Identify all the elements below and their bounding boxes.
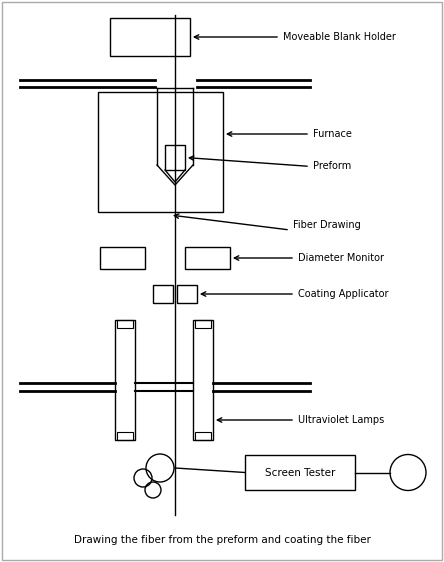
Bar xyxy=(98,92,223,212)
Bar xyxy=(110,18,190,56)
Text: Fiber Drawing: Fiber Drawing xyxy=(293,220,361,230)
Text: Preform: Preform xyxy=(313,161,351,171)
Bar xyxy=(185,247,230,269)
Bar xyxy=(195,320,211,328)
Bar xyxy=(193,320,213,440)
Text: Screen Tester: Screen Tester xyxy=(265,468,335,478)
Text: Coating Applicator: Coating Applicator xyxy=(298,289,388,299)
Bar xyxy=(245,455,355,490)
Text: Diameter Monitor: Diameter Monitor xyxy=(298,253,384,263)
Text: Furnace: Furnace xyxy=(313,129,352,139)
Text: Drawing the fiber from the preform and coating the fiber: Drawing the fiber from the preform and c… xyxy=(74,535,370,545)
Bar xyxy=(165,145,185,170)
Bar xyxy=(117,432,133,440)
Text: Ultraviolet Lamps: Ultraviolet Lamps xyxy=(298,415,384,425)
Bar xyxy=(115,320,135,440)
Bar xyxy=(100,247,145,269)
Bar xyxy=(177,285,197,303)
Bar xyxy=(153,285,173,303)
Text: Moveable Blank Holder: Moveable Blank Holder xyxy=(283,32,396,42)
Bar xyxy=(117,320,133,328)
Bar xyxy=(195,432,211,440)
